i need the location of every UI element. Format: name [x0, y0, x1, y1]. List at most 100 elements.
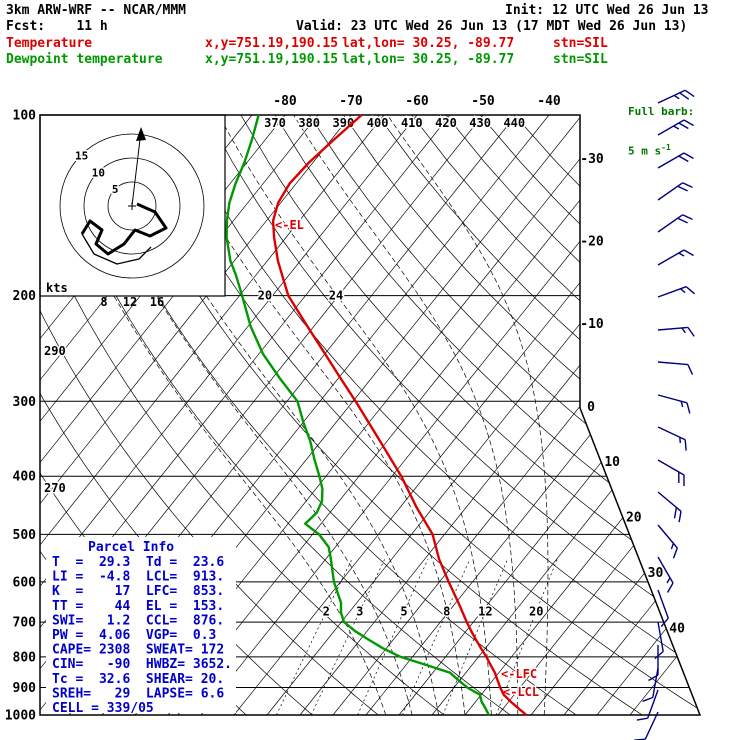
dry-adiabat-label: 420: [435, 116, 457, 130]
barb-staff: [657, 286, 687, 298]
barb-full-tick: [654, 650, 664, 660]
pressure-label: 1000: [5, 709, 36, 724]
dewpoint-stn: stn=SIL: [553, 52, 608, 67]
isotherm-label-right: -30: [580, 152, 604, 167]
dry-adiabat: [479, 115, 700, 715]
barb-staff: [657, 524, 678, 549]
moist-adiabat-label: 20: [258, 289, 272, 303]
barb-full-tick: [684, 89, 695, 98]
barb-staff: [657, 394, 688, 404]
dry-adiabat: [274, 115, 700, 715]
barb-legend-line2: 5 m s-1: [628, 142, 694, 158]
barb-full-tick: [683, 152, 694, 160]
isotherm: [40, 115, 418, 715]
wind-barb: [642, 667, 659, 702]
pressure-label: 200: [13, 289, 37, 304]
dry-adiabat: [103, 115, 643, 715]
barb-full-tick: [686, 402, 691, 414]
barb-legend: Full barb: 5 m s-1: [628, 82, 694, 182]
hodograph-ring: [107, 181, 157, 231]
temperature-latlon: lat,lon= 30.25, -89.77: [342, 36, 515, 51]
isotherm-label-right: 20: [626, 511, 642, 526]
barb-staff: [657, 426, 686, 441]
dry-adiabat-label: 410: [401, 116, 423, 130]
dry-adiabat-label: 370: [264, 116, 286, 130]
hodograph-trace-low: [80, 202, 168, 256]
wind-barb: [657, 152, 694, 169]
dry-adiabat: [445, 115, 700, 715]
barb-legend-sup: -1: [661, 143, 671, 152]
parcel-info-line: T = 29.3 Td = 23.6: [52, 555, 224, 570]
isotherm: [629, 115, 700, 715]
dry-adiabat: [343, 115, 700, 715]
barb-full-tick: [679, 92, 690, 100]
isotherm-label-right: 0: [587, 400, 595, 415]
barb-half-tick: [670, 543, 675, 550]
barb-full-tick: [682, 214, 693, 221]
barb-half-tick: [666, 577, 671, 584]
temperature-curve: [271, 114, 528, 716]
wind-barb: [657, 491, 682, 523]
barb-full-tick: [660, 617, 669, 628]
barb-full-tick: [687, 364, 694, 375]
mixing-ratio-label: 8: [443, 604, 450, 618]
level-marker: <-EL: [275, 218, 304, 232]
mixing-ratio-line: [357, 559, 429, 715]
parcel-info-line: K = 17 LFC= 853.: [52, 584, 224, 599]
temperature-legend-label: Temperature: [6, 36, 93, 51]
hodograph-ring-label: 15: [75, 150, 88, 163]
dewpoint-latlon: lat,lon= 30.25, -89.77: [342, 52, 515, 67]
wind-barb: [634, 711, 659, 740]
parcel-info-line: CELL = 339/05: [52, 701, 154, 716]
parcel-info-title: Parcel Info: [88, 540, 174, 555]
barb-half-tick: [680, 288, 686, 294]
isotherm: [200, 115, 682, 715]
barb-staff: [657, 152, 685, 169]
temperature-xy: x,y=751.19,190.15: [205, 36, 339, 51]
parcel-info-bg: [46, 537, 236, 713]
isotherm: [530, 115, 700, 715]
parcel-info-line: CIN= -90 HWBZ= 3652.: [52, 657, 232, 672]
parcel-info-line: SREH= 29 LAPSE= 6.6: [52, 686, 224, 701]
mixing-ratio-label: 12: [478, 604, 492, 618]
barb-staff: [652, 667, 659, 698]
hodograph-content: 5 10 15: [59, 127, 205, 279]
wind-barb: [657, 286, 696, 298]
barb-full-tick: [685, 286, 696, 295]
dry-adiabat: [137, 115, 700, 715]
wind-barb: [657, 394, 691, 414]
isotherm-label-top: -70: [339, 94, 363, 109]
isotherm: [233, 115, 700, 715]
parcel-info-line: LI = -4.8 LCL= 913.: [52, 570, 224, 585]
barb-staff: [647, 689, 659, 719]
mixing-ratio-line: [310, 559, 386, 715]
barb-legend-units: 5 m s: [628, 144, 662, 158]
barb-staff: [657, 182, 684, 201]
parcel-info-line: Tc = 32.6 SHEAR= 20.: [52, 672, 224, 687]
barb-half-tick: [673, 125, 680, 130]
barb-staff: [657, 361, 688, 366]
mixing-ratio-label: 2: [323, 604, 330, 618]
hodograph-scale-label: 12: [123, 295, 137, 309]
dewpoint-curve: [225, 114, 490, 716]
mixing-ratio-label: 3: [356, 604, 363, 618]
parcel-info-line: CAPE= 2308 SWEAT= 172: [52, 643, 224, 658]
barb-full-tick: [678, 511, 682, 523]
isotherm-label-top: -60: [405, 94, 429, 109]
barb-full-tick: [642, 696, 654, 702]
hodograph-units-label: kts: [46, 281, 68, 295]
moist-adiabat: [218, 115, 492, 715]
isotherm: [167, 115, 649, 715]
barb-full-tick: [683, 249, 694, 257]
barb-full-tick: [678, 122, 689, 130]
dry-adiabat: [40, 115, 511, 715]
barb-staff: [657, 556, 674, 584]
dry-adiabat: [172, 115, 700, 715]
isotherm: [40, 115, 352, 715]
barb-full-tick: [682, 182, 693, 189]
isotherm-label-top: -50: [471, 94, 495, 109]
dewpoint-xy: x,y=751.19,190.15: [205, 52, 339, 67]
dry-adiabat: [377, 115, 700, 715]
pressure-label: 700: [13, 616, 37, 631]
